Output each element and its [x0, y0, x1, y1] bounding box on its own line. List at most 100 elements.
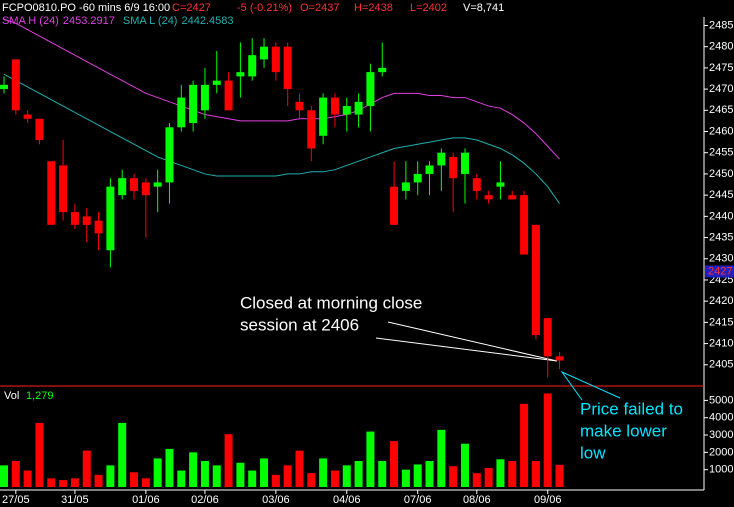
- volume-bar: [11, 461, 20, 487]
- candle-body: [508, 195, 517, 200]
- volume-bar: [271, 474, 280, 487]
- candle-body: [520, 195, 529, 255]
- volume-bar: [295, 450, 304, 487]
- volume-bar: [449, 466, 458, 487]
- volume-bar: [460, 443, 469, 487]
- y-tick-label: 2405: [709, 359, 733, 371]
- candle-body: [177, 97, 186, 128]
- candle-body: [366, 72, 375, 107]
- y-tick-label: 2445: [709, 189, 733, 201]
- volume-bar: [35, 422, 44, 487]
- volume-bar: [260, 458, 269, 487]
- header-close: C=2427: [172, 2, 211, 14]
- volume-bar: [59, 480, 68, 487]
- annotation: session at 2406: [240, 315, 359, 334]
- y-tick-label: 2410: [709, 337, 733, 349]
- y-tick-label: 5000: [709, 394, 733, 406]
- candle-body: [248, 55, 257, 77]
- candle-body: [460, 152, 469, 174]
- header-change: -5 (-0.21%): [237, 2, 292, 14]
- candle-body: [437, 152, 446, 166]
- candle-body: [82, 216, 91, 225]
- annotation: low: [580, 443, 606, 462]
- candle-body: [35, 118, 44, 140]
- candle-body: [543, 318, 552, 357]
- y-tick-label: 4000: [709, 412, 733, 424]
- candle-body: [307, 110, 316, 149]
- volume-bar: [342, 465, 351, 487]
- y-tick-label: 2455: [709, 147, 733, 159]
- volume-bar: [200, 461, 209, 487]
- y-tick-label: 2460: [709, 125, 733, 137]
- candle-body: [59, 165, 68, 213]
- candle-body: [283, 46, 292, 90]
- volume-bar: [366, 431, 375, 487]
- volume-bar: [153, 458, 162, 487]
- volume-bar: [141, 478, 150, 487]
- volume-bar: [390, 441, 399, 487]
- candle-body: [47, 161, 56, 225]
- candle-body: [11, 59, 20, 111]
- candle-body: [354, 101, 363, 115]
- legend-name: SMA L (24): [123, 15, 178, 27]
- volume-bar: [508, 461, 517, 487]
- last-price-label: 2427: [708, 265, 732, 277]
- candle-body: [260, 46, 269, 60]
- volume-bar: [248, 470, 257, 487]
- volume-bar: [177, 470, 186, 487]
- volume-bar: [130, 472, 139, 487]
- y-tick-label: 3000: [709, 429, 733, 441]
- candle-body: [23, 114, 32, 119]
- volume-bar: [319, 458, 328, 487]
- x-tick-label: 03/06: [262, 494, 290, 506]
- candle-body: [472, 178, 481, 191]
- y-tick-label: 2475: [709, 62, 733, 74]
- last-price-box: [705, 265, 734, 278]
- volume-bar: [354, 461, 363, 487]
- candle-body: [130, 178, 139, 191]
- volume-bar: [224, 434, 233, 487]
- volume-bar: [23, 470, 32, 487]
- annotation: Price failed to: [580, 399, 683, 418]
- volume-bar: [106, 465, 115, 487]
- candle-body: [224, 80, 233, 111]
- header-high: H=2438: [354, 2, 393, 14]
- volume-bar: [378, 461, 387, 487]
- volume-bar: [437, 429, 446, 487]
- header-volume: V=8,741: [463, 2, 504, 14]
- legend-row: SMA H (24) 2453.2917 SMA L (24) 2442.4583: [2, 15, 233, 27]
- header-symbol: FCPO0810.PO -60 mins 6/9 16:00: [2, 2, 170, 14]
- volume-bar: [212, 465, 221, 487]
- volume-bar: [484, 467, 493, 487]
- candle-body: [413, 173, 422, 183]
- volume-bar: [330, 470, 339, 487]
- candle-body: [295, 101, 304, 111]
- volume-bar: [555, 464, 564, 487]
- volume-bar: [70, 478, 79, 487]
- candle-body: [401, 182, 410, 191]
- volume-bar: [472, 473, 481, 487]
- x-tick-label: 31/05: [61, 494, 89, 506]
- annotation: Closed at morning close: [240, 293, 422, 312]
- volume-bar: [413, 464, 422, 487]
- candle-body: [484, 195, 493, 200]
- volume-bar: [401, 469, 410, 487]
- candle-body: [330, 97, 339, 115]
- candle-body: [496, 182, 505, 187]
- candle-body: [342, 106, 351, 115]
- y-tick-label: 2485: [709, 19, 733, 31]
- candle-body: [141, 182, 150, 196]
- candle-body: [531, 224, 540, 336]
- candle-body: [153, 182, 162, 187]
- candle-body: [70, 212, 79, 225]
- y-tick-label: 2440: [709, 210, 733, 222]
- y-tick-label: 2415: [709, 316, 733, 328]
- candle-body: [319, 97, 328, 136]
- x-tick-label: 08/06: [463, 494, 491, 506]
- header-low: L=2402: [410, 2, 447, 14]
- y-tick-label: 2435: [709, 231, 733, 243]
- y-tick-label: 2480: [709, 41, 733, 53]
- volume-bar: [236, 462, 245, 487]
- y-tick-label: 1000: [709, 464, 733, 476]
